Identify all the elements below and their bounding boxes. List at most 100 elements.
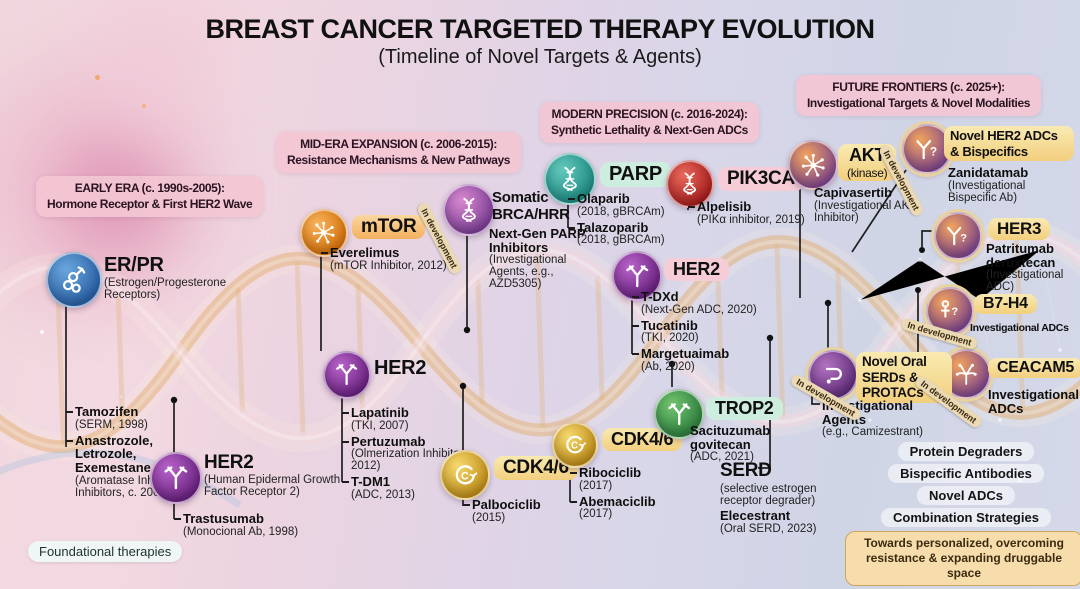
drug-name: Tamozifen (75, 404, 139, 419)
era-future-line1: FUTURE FRONTIERS (c. 2025+): (832, 80, 1005, 94)
drug-detail: (SERM, 1998) (75, 418, 148, 431)
trop2-label: TROP2 (706, 397, 783, 420)
brca-drug-list: Next-Gen PARP Inhibitors (Investigationa… (489, 227, 597, 293)
her3-label: HER3 (988, 218, 1051, 240)
drug-name: Alpelisib (697, 199, 752, 214)
akt-drug-list: Capivasertib (Investigational AKT Inhibi… (814, 186, 926, 227)
drug-item: Ribociclib (2017) (570, 465, 689, 492)
footer-note: Towards personalized, overcoming resista… (845, 531, 1080, 586)
parp-drug-list: Olaparib (2018, gBRCAm) Talazoparib (201… (568, 192, 689, 249)
drug-name: Investigational ADCs (988, 387, 1080, 416)
drug-name: Capivasertib (814, 185, 893, 200)
drug-detail: (e.g., Camizestrant) (822, 426, 923, 439)
era-early-line2: Hormone Receptor & First HER2 Wave (47, 196, 253, 211)
her3-node (934, 212, 982, 260)
parp-label: PARP (600, 162, 671, 187)
drug-name: Lapatinib (351, 405, 409, 420)
her2-mid-drug-list: Lapatinib (TKI, 2007) Pertuzumab (Olmeri… (342, 405, 491, 504)
sparkle-dot (40, 330, 44, 334)
cdk46-modern-node (552, 422, 598, 468)
parp-node (544, 153, 596, 205)
drug-item: Alpelisib (PIKα inhibitor, 2019) (688, 199, 809, 226)
mtor-drug-list: Everelimus (mTOR Inhibitor, 2012) (321, 245, 480, 275)
era-modern-line2: Synthetic Lethality & Next-Gen ADCs (551, 122, 748, 137)
drug-name: Everelimus (330, 245, 400, 260)
drug-detail: (ADC, 2013) (351, 489, 415, 502)
brca-label: Somatic BRCA/HRR (492, 189, 570, 223)
era-mid-line1: MID-ERA EXPANSION (c. 2006-2015): (300, 137, 497, 151)
b7h4-label-text: B7-H4 (974, 294, 1037, 314)
drug-item: Tucatinib (TKI, 2020) (632, 319, 773, 345)
her2-mid-node (323, 351, 371, 399)
drug-detail: (Investigational AKT Inhibitor) (814, 199, 917, 224)
drug-name: Pertuzumab (351, 433, 426, 449)
modality-pill: Bispecific Antibodies (888, 464, 1044, 483)
drug-name: Next-Gen PARP Inhibitors (489, 226, 586, 255)
drug-name: Talazoparib (577, 219, 649, 235)
serd-sublabel: (selective estrogen receptor degrader) (720, 483, 817, 508)
parp-label-text: PARP (600, 162, 671, 187)
drug-detail: (Olmerization Inhibitor, 2012) (351, 448, 467, 473)
ceacam5-drug-list: Investigational ADCs (988, 388, 1080, 418)
era-modern-line1: MODERN PRECISION (c. 2016-2024): (551, 107, 748, 121)
cdk46-mid-drug-list: Palbociclib (2015) (463, 497, 572, 527)
antibody-question-icon (944, 222, 971, 249)
mtor-label-text: mTOR (352, 215, 426, 239)
brca-node (443, 184, 495, 236)
modality-pill: Combination Strategies (881, 508, 1051, 527)
cell-cycle-icon (451, 461, 480, 490)
drug-item: Everelimus (mTOR Inhibitor, 2012) (321, 245, 480, 272)
her2-modern-label: HER2 (664, 258, 729, 281)
era-badge-mid: MID-ERA EXPANSION (c. 2006-2015): Resist… (276, 132, 522, 174)
drug-name: T-DXd (641, 289, 679, 304)
mtor-label: mTOR (352, 215, 426, 239)
her2-early-node (150, 452, 202, 504)
novel-her2-label: Novel HER2 ADCs & Bispecifics (944, 126, 1074, 162)
drug-detail: (Investigational Bispecific Ab) (948, 179, 1026, 204)
era-badge-modern: MODERN PRECISION (c. 2016-2024): Synthet… (540, 102, 759, 144)
drug-name: Palbociclib (472, 497, 541, 512)
her2-early-sublabel: (Human Epidermal Growth Factor Receptor … (204, 474, 341, 499)
cdk46-modern-label: CDK4/6 (602, 428, 683, 451)
drug-item: T-DM1 (ADC, 2013) (342, 474, 491, 502)
kinase-network-icon (799, 151, 828, 180)
cdk46-modern-label-text: CDK4/6 (602, 428, 683, 451)
drug-item: Next-Gen PARP Inhibitors (Investigationa… (489, 226, 597, 291)
drug-detail: (mTOR Inhibitor, 2012) (330, 259, 447, 272)
drug-item: Pertuzumab (Olmerization Inhibitor, 2012… (342, 433, 491, 473)
drug-item: Palbociclib (2015) (463, 497, 572, 524)
drug-name: Sacituzumab govitecan (690, 423, 771, 452)
sparkle-dot (142, 104, 146, 108)
b7h4-drug-name: Investigational ADCs (970, 322, 1069, 334)
dna-strand-icon (676, 170, 703, 197)
drug-detail: (Oral SERD, 2023) (720, 522, 817, 535)
page-title: BREAST CANCER TARGETED THERAPY EVOLUTION (205, 14, 875, 44)
drug-detail: (Ab, 2020) (641, 361, 695, 374)
her2-mid-label: HER2 (374, 357, 427, 379)
drug-detail: (Next-Gen ADC, 2020) (641, 303, 757, 316)
her2-modern-node (612, 251, 662, 301)
degrader-hook-icon (819, 361, 848, 390)
mtor-node (300, 209, 348, 257)
drug-item: Olaparib (2018, gBRCAm) (568, 192, 689, 218)
dna-icon (454, 195, 484, 225)
era-badge-future: FUTURE FRONTIERS (c. 2025+): Investigati… (796, 75, 1042, 117)
drug-name: Ribociclib (579, 465, 642, 480)
her3-label-text: HER3 (988, 218, 1051, 240)
drug-item: Lapatinib (TKI, 2007) (342, 405, 491, 432)
drug-item: Trastusumab (Monocional Ab, 1998) (174, 512, 343, 538)
antibody-icon (333, 361, 360, 388)
receptor-icon (58, 264, 90, 296)
trop2-drug-list: Sacituzumab govitecan (ADC, 2021) (690, 424, 810, 466)
drug-name: T-DM1 (351, 474, 390, 490)
drug-detail: (2018, gBRCAm) (577, 234, 665, 247)
pathway-network-icon (310, 219, 337, 246)
drug-name: Patritumab deruxtecan (986, 241, 1056, 270)
drug-detail: (ADC, 2021) (690, 451, 754, 464)
her2-early-drug-list: Trastusumab (Monocional Ab, 1998) (174, 512, 343, 541)
sparkle-dot (95, 75, 100, 80)
ceacam5-label: CEACAM5 (988, 358, 1080, 378)
molecule-icon (952, 360, 981, 389)
erpr-node (46, 252, 102, 308)
